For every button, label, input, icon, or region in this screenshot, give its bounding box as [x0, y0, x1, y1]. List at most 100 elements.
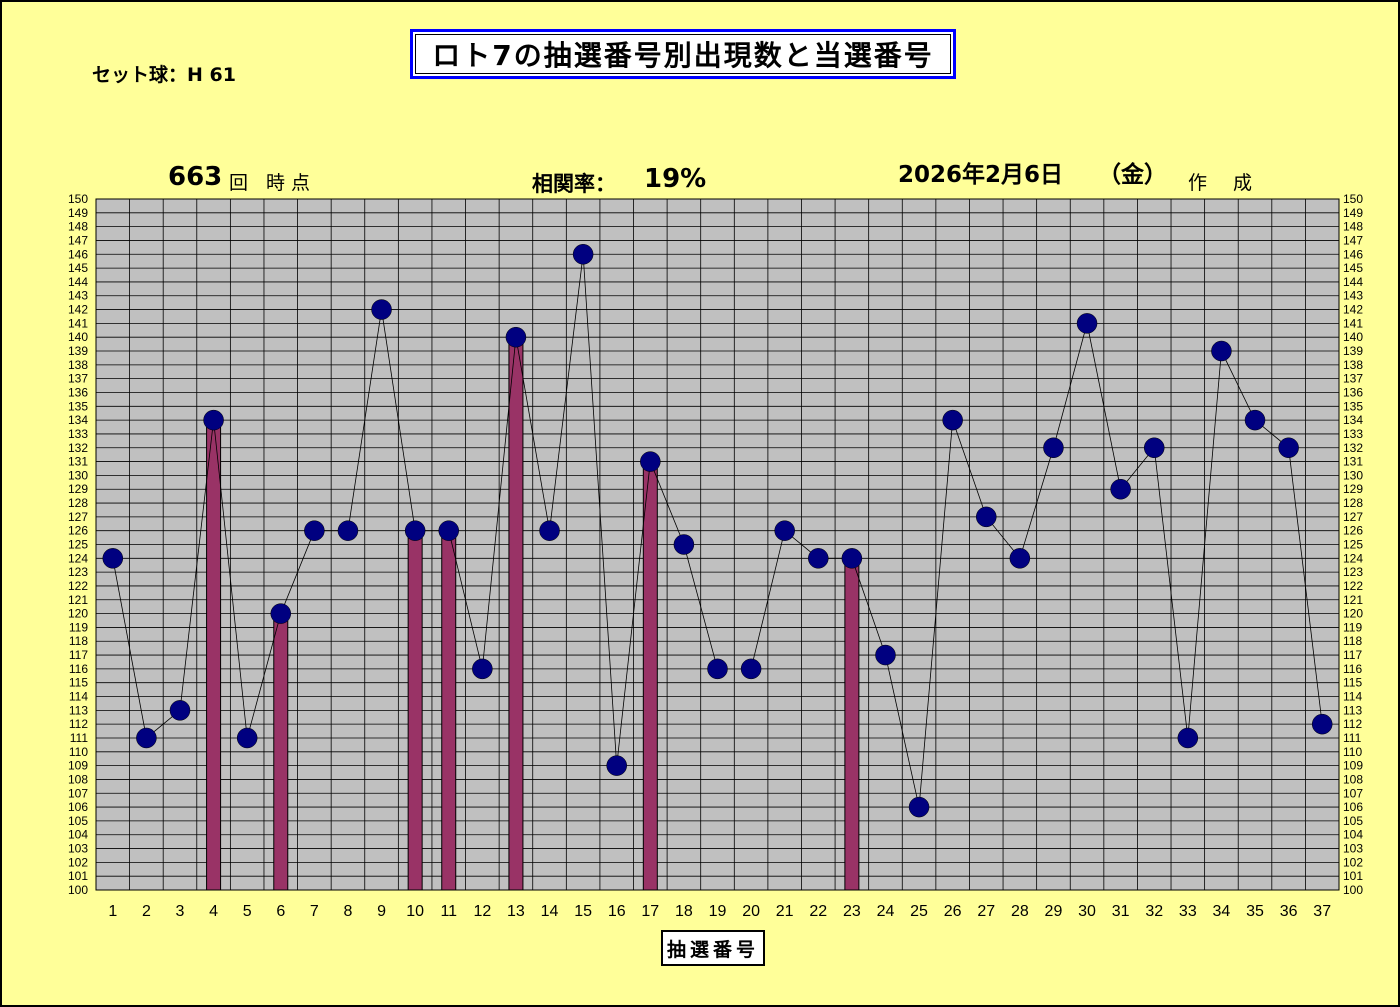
- y-tick-label-left: 129: [68, 482, 88, 496]
- x-tick-label: 31: [1112, 903, 1130, 920]
- draw-count-unit: 回 時点: [229, 172, 317, 194]
- y-tick-label-left: 136: [68, 385, 88, 399]
- data-point-19: [707, 658, 728, 680]
- x-tick-label: 21: [776, 903, 794, 920]
- x-tick-label: 33: [1179, 903, 1197, 920]
- x-tick-label: 28: [1011, 903, 1029, 920]
- y-tick-label-right: 140: [1343, 330, 1363, 344]
- x-tick-label: 3: [176, 903, 185, 920]
- y-tick-label-left: 115: [69, 676, 88, 690]
- data-point-7: [304, 520, 325, 541]
- date-label: 2026年2月6日: [898, 162, 1064, 188]
- y-tick-label-left: 139: [68, 344, 88, 358]
- y-tick-label-right: 111: [1343, 731, 1362, 745]
- data-point-36: [1278, 437, 1299, 459]
- y-tick-label-left: 117: [69, 648, 88, 662]
- y-tick-label-right: 137: [1343, 372, 1363, 386]
- y-tick-label-right: 124: [1343, 551, 1363, 565]
- correlation-value: 19%: [644, 164, 707, 194]
- y-tick-label-left: 146: [68, 247, 88, 261]
- x-tick-label: 9: [377, 903, 386, 920]
- data-point-22: [808, 548, 829, 569]
- x-tick-label: 22: [809, 903, 827, 920]
- data-point-35: [1244, 409, 1266, 431]
- x-tick-label: 16: [608, 903, 626, 920]
- y-tick-label-right: 144: [1343, 275, 1363, 289]
- data-point-24: [875, 644, 896, 666]
- y-tick-label-right: 104: [1343, 828, 1363, 842]
- y-tick-label-left: 124: [68, 551, 88, 565]
- y-tick-label-right: 123: [1343, 565, 1363, 579]
- x-tick-label: 10: [406, 903, 424, 920]
- y-tick-label-right: 132: [1343, 441, 1363, 455]
- y-tick-label-left: 125: [68, 538, 88, 552]
- y-tick-label-right: 146: [1343, 247, 1363, 261]
- data-point-2: [136, 727, 157, 749]
- x-tick-label: 7: [310, 903, 319, 920]
- data-point-34: [1211, 340, 1232, 362]
- data-point-28: [1009, 548, 1031, 569]
- y-tick-label-left: 134: [68, 413, 88, 427]
- data-point-14: [539, 520, 560, 541]
- y-tick-label-right: 143: [1343, 289, 1363, 303]
- y-tick-label-left: 100: [68, 883, 88, 897]
- y-tick-label-left: 109: [68, 759, 88, 773]
- data-point-33: [1177, 727, 1199, 749]
- data-point-5: [236, 727, 258, 749]
- y-tick-label-left: 119: [69, 620, 88, 634]
- x-tick-label: 14: [541, 903, 559, 920]
- y-tick-label-right: 125: [1343, 538, 1363, 552]
- data-point-26: [942, 409, 963, 431]
- y-tick-label-right: 102: [1343, 855, 1363, 869]
- y-tick-label-left: 105: [68, 814, 88, 828]
- y-tick-label-left: 104: [68, 828, 88, 842]
- x-tick-label: 23: [843, 903, 861, 920]
- y-tick-label-left: 141: [68, 316, 88, 330]
- y-tick-label-left: 148: [68, 220, 88, 234]
- y-tick-label-left: 142: [68, 303, 88, 317]
- y-tick-label-left: 107: [68, 786, 88, 800]
- winning-bar-11: [441, 530, 457, 891]
- y-tick-label-right: 115: [1343, 676, 1362, 690]
- y-tick-label-left: 131: [68, 455, 88, 469]
- y-tick-label-left: 144: [68, 275, 88, 289]
- y-tick-label-left: 103: [68, 842, 88, 856]
- y-tick-label-right: 108: [1343, 772, 1363, 786]
- data-point-8: [337, 520, 359, 541]
- x-tick-label: 2: [142, 903, 151, 920]
- y-tick-label-right: 147: [1343, 233, 1363, 247]
- x-tick-label: 15: [574, 903, 592, 920]
- data-point-29: [1043, 437, 1064, 459]
- y-tick-label-left: 137: [68, 372, 88, 386]
- y-tick-label-left: 110: [69, 745, 88, 759]
- x-tick-label: 27: [977, 903, 995, 920]
- data-point-30: [1076, 313, 1098, 334]
- y-tick-label-right: 105: [1343, 814, 1363, 828]
- y-tick-label-right: 107: [1343, 786, 1363, 800]
- y-tick-label-right: 117: [1343, 648, 1362, 662]
- correlation-label: 相関率：: [532, 172, 616, 196]
- x-tick-label: 36: [1280, 903, 1298, 920]
- y-tick-label-left: 149: [68, 206, 88, 220]
- x-tick-label: 24: [877, 903, 895, 920]
- data-point-17: [640, 451, 661, 472]
- y-tick-label-right: 122: [1343, 579, 1363, 593]
- y-tick-label-right: 126: [1343, 524, 1363, 538]
- y-tick-label-left: 101: [68, 869, 88, 883]
- y-tick-label-left: 121: [68, 593, 88, 607]
- x-tick-label: 20: [742, 903, 760, 920]
- winning-bar-13: [508, 336, 524, 891]
- y-tick-label-right: 142: [1343, 303, 1363, 317]
- y-tick-label-left: 122: [68, 579, 88, 593]
- y-tick-label-right: 114: [1343, 690, 1362, 704]
- y-tick-label-right: 100: [1343, 883, 1363, 897]
- y-tick-label-right: 133: [1343, 427, 1363, 441]
- x-tick-label: 25: [910, 903, 928, 920]
- x-tick-label: 34: [1213, 903, 1231, 920]
- y-tick-label-right: 139: [1343, 344, 1363, 358]
- data-point-1: [102, 548, 124, 569]
- y-tick-label-right: 110: [1343, 745, 1362, 759]
- data-point-23: [841, 548, 863, 569]
- x-tick-label: 18: [675, 903, 693, 920]
- y-tick-label-left: 147: [68, 233, 88, 247]
